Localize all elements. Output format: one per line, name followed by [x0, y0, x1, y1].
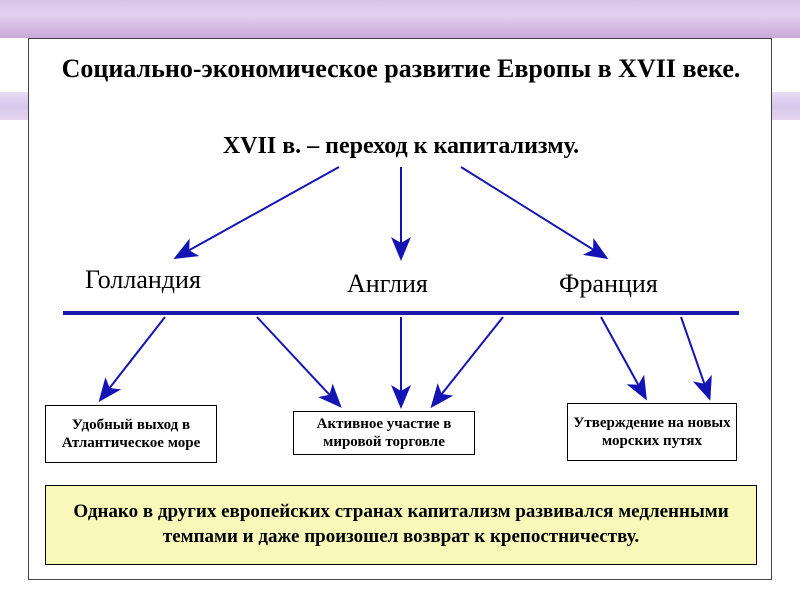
slide-subtitle: XVII в. – переход к капитализму. — [29, 133, 773, 160]
arrow-line — [433, 317, 503, 405]
conclusion-text: Однако в других европейских странах капи… — [66, 500, 736, 549]
country-label: Англия — [347, 269, 428, 299]
factor-box: Активное участие в мировой торговле — [293, 411, 475, 455]
arrow-line — [101, 317, 165, 399]
arrow-line — [177, 167, 339, 257]
conclusion-box: Однако в других европейских странах капи… — [45, 485, 757, 565]
arrow-line — [257, 317, 339, 405]
factor-box: Удобный выход в Атлантическое море — [45, 405, 217, 463]
country-label: Голландия — [85, 265, 201, 295]
decorative-top-band — [0, 0, 800, 38]
factor-box-text: Активное участие в мировой торговле — [298, 415, 470, 451]
slide-content: Социально-экономическое развитие Европы … — [28, 38, 772, 580]
factor-box-text: Удобный выход в Атлантическое море — [50, 416, 212, 452]
arrow-line — [681, 317, 709, 397]
arrow-line — [601, 317, 645, 397]
arrow-line — [461, 167, 605, 257]
slide-title: Социально-экономическое развитие Европы … — [29, 53, 773, 84]
factor-box: Утверждение на новых морских путях — [567, 403, 737, 461]
factor-box-text: Утверждение на новых морских путях — [572, 414, 732, 450]
divider-line — [63, 311, 739, 315]
country-label: Франция — [559, 269, 658, 299]
